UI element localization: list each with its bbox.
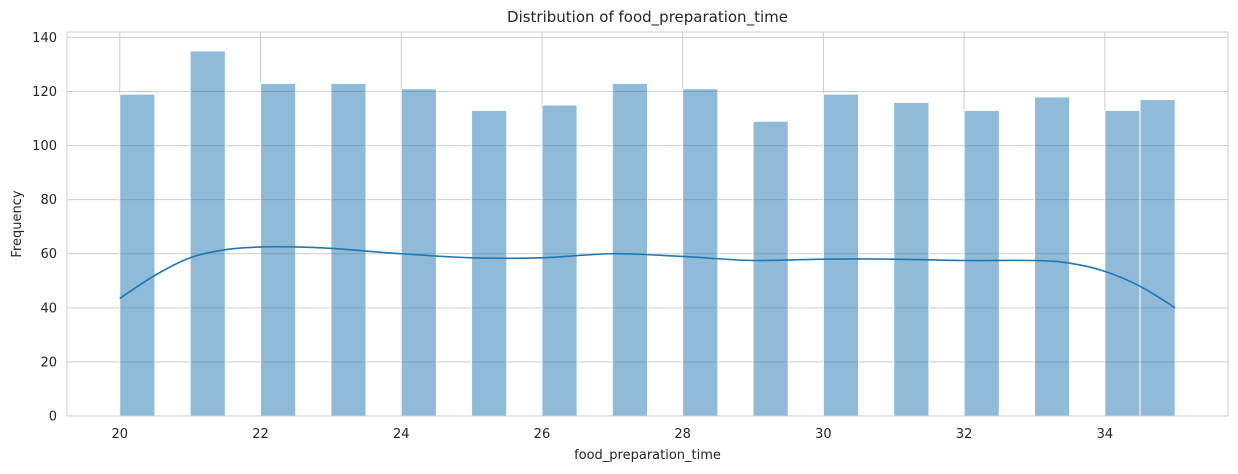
y-tick-label-2: 40 xyxy=(40,301,57,316)
chart-title: Distribution of food_preparation_time xyxy=(507,8,788,27)
histogram-bar-10 xyxy=(822,93,860,417)
histogram-bar-1 xyxy=(189,50,226,417)
y-tick-label-0: 0 xyxy=(49,410,57,425)
histogram-bar-5 xyxy=(471,109,508,417)
histogram-bar-4 xyxy=(400,88,437,417)
x-tick-label-6: 32 xyxy=(956,427,973,442)
x-tick-label-3: 26 xyxy=(534,427,551,442)
bar-layer xyxy=(119,50,1176,417)
histogram-bar-8 xyxy=(682,88,719,417)
x-tick-label-0: 20 xyxy=(111,427,128,442)
x-tick-label-2: 24 xyxy=(393,427,410,442)
histogram-bar-9 xyxy=(752,120,789,417)
kde-line xyxy=(119,245,1176,309)
x-tick-label-1: 22 xyxy=(252,427,269,442)
histogram-bar-13 xyxy=(1034,96,1071,417)
x-tick-label-4: 28 xyxy=(674,427,691,442)
plot-frame xyxy=(66,31,1229,417)
histogram-bar-15 xyxy=(1139,99,1176,417)
kde-layer xyxy=(119,245,1176,309)
x-axis-label: food_preparation_time xyxy=(574,448,721,463)
tick-label-layer: 20 22 24 26 28 30 32 34 0 20 40 60 80 100 120 140 xyxy=(32,31,1113,442)
histogram-bar-6 xyxy=(541,104,578,417)
histogram-bar-2 xyxy=(260,82,297,417)
histogram-bar-0 xyxy=(119,93,156,417)
y-tick-label-6: 120 xyxy=(32,85,57,100)
histogram-bar-14 xyxy=(1104,109,1141,417)
y-axis-label: Frequency xyxy=(10,190,25,257)
histogram-bar-12 xyxy=(963,109,1000,417)
y-tick-label-3: 60 xyxy=(40,247,57,262)
y-tick-label-5: 100 xyxy=(32,139,57,154)
histogram-bar-7 xyxy=(611,82,648,417)
y-tick-label-7: 140 xyxy=(32,31,57,46)
y-tick-label-4: 80 xyxy=(40,193,57,208)
x-tick-label-5: 30 xyxy=(815,427,832,442)
y-tick-label-1: 20 xyxy=(40,355,57,370)
x-tick-label-7: 34 xyxy=(1097,427,1114,442)
